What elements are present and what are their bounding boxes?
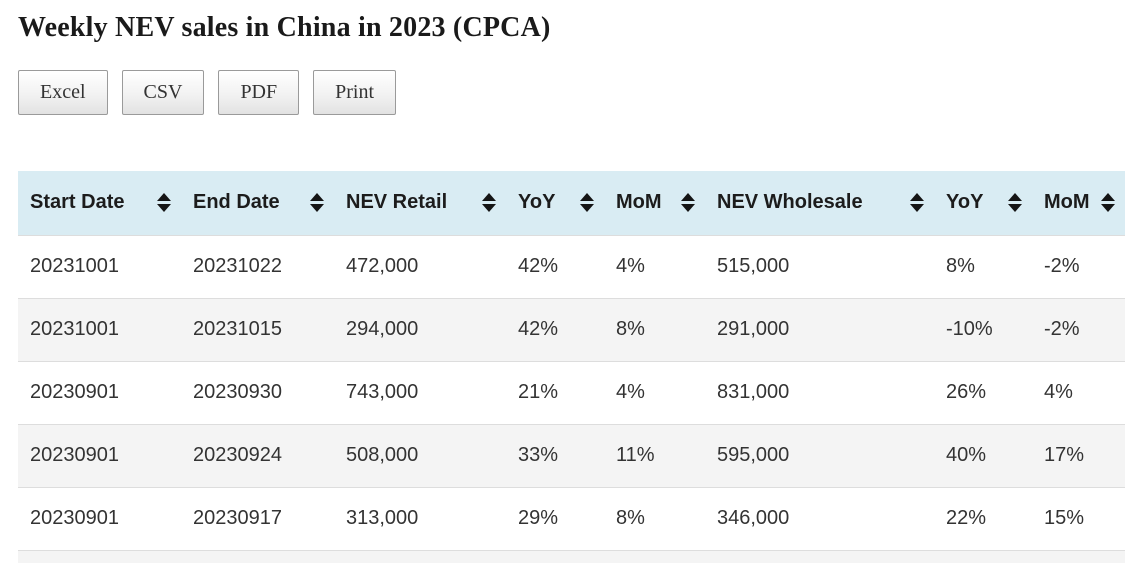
- page-container: Weekly NEV sales in China in 2023 (CPCA)…: [0, 12, 1138, 563]
- table-cell: 4%: [1032, 360, 1125, 424]
- table-cell: 4%: [604, 360, 705, 424]
- column-header-nev-retail[interactable]: NEV Retail: [334, 171, 506, 236]
- table-cell-empty: [506, 549, 604, 563]
- table-cell: 508,000: [334, 423, 506, 487]
- sort-icon: [482, 193, 496, 213]
- table-cell: 4%: [604, 234, 705, 298]
- column-header-nev-wholesale[interactable]: NEV Wholesale: [705, 171, 934, 236]
- table-cell-empty: [181, 549, 334, 563]
- nev-sales-table: Start Date End Date NEV Retail YoY MoM N…: [18, 171, 1125, 563]
- table-row: 20230901 20230930 743,000 21% 4% 831,000…: [18, 360, 1125, 424]
- table-row: 20230901 20230924 508,000 33% 11% 595,00…: [18, 423, 1125, 487]
- sort-icon: [1008, 193, 1022, 213]
- column-header-retail-mom[interactable]: MoM: [604, 171, 705, 236]
- column-label: End Date: [193, 191, 280, 214]
- table-cell-empty: [18, 549, 181, 563]
- table-cell: 8%: [604, 486, 705, 550]
- table-cell: 29%: [506, 486, 604, 550]
- table-cell-empty: [604, 549, 705, 563]
- table-cell: 42%: [506, 297, 604, 361]
- table-cell: 20231022: [181, 234, 334, 298]
- table-cell-empty: [1032, 549, 1125, 563]
- table-cell: 20230930: [181, 360, 334, 424]
- table-cell: 20230924: [181, 423, 334, 487]
- column-header-start-date[interactable]: Start Date: [18, 171, 181, 236]
- table-cell: -10%: [934, 297, 1032, 361]
- table-cell: 20230901: [18, 423, 181, 487]
- table-cell-empty: [334, 549, 506, 563]
- excel-export-button[interactable]: Excel: [18, 70, 108, 115]
- table-cell: 515,000: [705, 234, 934, 298]
- sort-icon: [1101, 193, 1115, 213]
- table-cell: 42%: [506, 234, 604, 298]
- sort-icon: [681, 193, 695, 213]
- table-cell: 8%: [604, 297, 705, 361]
- print-button[interactable]: Print: [313, 70, 397, 115]
- export-toolbar: Excel CSV PDF Print: [18, 70, 1125, 115]
- column-label: YoY: [518, 191, 556, 214]
- table-cell: 15%: [1032, 486, 1125, 550]
- csv-export-button[interactable]: CSV: [121, 70, 205, 115]
- sort-icon: [157, 193, 171, 213]
- column-label: MoM: [1044, 191, 1090, 214]
- column-label: MoM: [616, 191, 662, 214]
- page-title: Weekly NEV sales in China in 2023 (CPCA): [18, 12, 551, 43]
- column-header-wholesale-yoy[interactable]: YoY: [934, 171, 1032, 236]
- table-cell: -2%: [1032, 234, 1125, 298]
- table-cell: 743,000: [334, 360, 506, 424]
- column-label: NEV Wholesale: [717, 191, 863, 214]
- table-cell: 20230901: [18, 360, 181, 424]
- table-cell-empty: [705, 549, 934, 563]
- table-cell: 17%: [1032, 423, 1125, 487]
- column-label: NEV Retail: [346, 191, 448, 214]
- table-header-row: Start Date End Date NEV Retail YoY MoM N…: [18, 171, 1125, 236]
- table-cell: 26%: [934, 360, 1032, 424]
- sort-icon: [580, 193, 594, 213]
- table-cell: 20230917: [181, 486, 334, 550]
- table-cell: 595,000: [705, 423, 934, 487]
- table-cell: 20231001: [18, 297, 181, 361]
- column-label: YoY: [946, 191, 984, 214]
- table-cell: 11%: [604, 423, 705, 487]
- column-header-retail-yoy[interactable]: YoY: [506, 171, 604, 236]
- table-cell: 294,000: [334, 297, 506, 361]
- table-cell: 472,000: [334, 234, 506, 298]
- table-cell: 20231015: [181, 297, 334, 361]
- sort-icon: [310, 193, 324, 213]
- table-row-partial: [18, 549, 1125, 563]
- table-cell: 831,000: [705, 360, 934, 424]
- table-cell: 291,000: [705, 297, 934, 361]
- sort-icon: [910, 193, 924, 213]
- table-cell: 8%: [934, 234, 1032, 298]
- column-header-wholesale-mom[interactable]: MoM: [1032, 171, 1125, 236]
- table-cell: 20230901: [18, 486, 181, 550]
- column-header-end-date[interactable]: End Date: [181, 171, 334, 236]
- table-row: 20231001 20231022 472,000 42% 4% 515,000…: [18, 234, 1125, 298]
- column-label: Start Date: [30, 191, 125, 214]
- table-cell: 22%: [934, 486, 1032, 550]
- table-cell-empty: [934, 549, 1032, 563]
- table-cell: -2%: [1032, 297, 1125, 361]
- table-cell: 40%: [934, 423, 1032, 487]
- table-row: 20230901 20230917 313,000 29% 8% 346,000…: [18, 486, 1125, 550]
- pdf-export-button[interactable]: PDF: [218, 70, 300, 115]
- table-cell: 33%: [506, 423, 604, 487]
- table-cell: 20231001: [18, 234, 181, 298]
- table-cell: 313,000: [334, 486, 506, 550]
- table-cell: 21%: [506, 360, 604, 424]
- table-cell: 346,000: [705, 486, 934, 550]
- table-row: 20231001 20231015 294,000 42% 8% 291,000…: [18, 297, 1125, 361]
